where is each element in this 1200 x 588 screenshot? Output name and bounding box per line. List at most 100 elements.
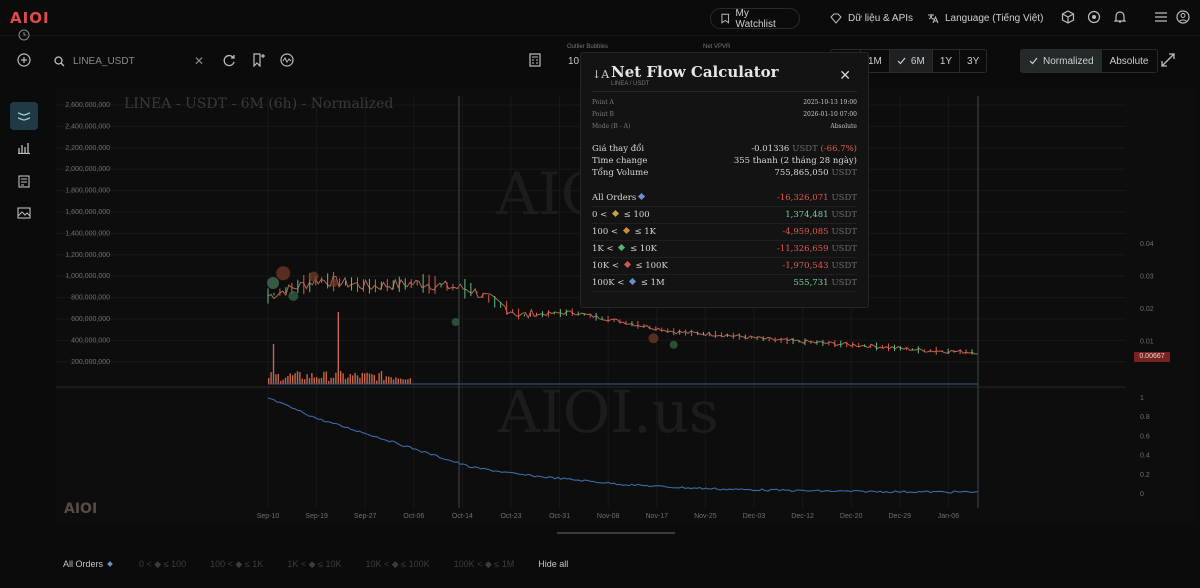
range-1m-button[interactable]: 1M [861,50,890,72]
symbol-search[interactable]: LINEA_USDT [54,50,214,72]
lower-axis-tick: 0.2 [1140,472,1150,479]
notes-icon [18,174,30,188]
left-axis-tick: 1,000,000,000 [65,273,110,280]
volume-bar [378,373,380,384]
legend-all-orders-label: All Orders [63,559,104,569]
flow-bubble [451,318,460,326]
volume-bar [316,377,318,384]
volume-bar [304,379,306,384]
right-axis-tick: 0.01 [1140,339,1154,346]
my-watchlist-button[interactable]: My Watchlist [710,8,800,30]
point-b-row: Point B 2026-01-10 07:00 [592,111,857,118]
volume-bar [347,377,349,384]
notes-tool[interactable] [10,167,38,195]
volume-bar [349,373,351,384]
language-button[interactable]: Language (Tiếng Việt) [927,8,1043,29]
bookmark-icon [721,13,730,24]
volume-bar [292,375,294,384]
order-size-legend: All Orders 0 < ◆ ≤ 100 100 < ◆ ≤ 1K 1K <… [48,555,1200,573]
volume-bar [301,378,303,384]
point-a-label: Point A [592,99,614,106]
close-icon[interactable]: ✕ [194,54,205,68]
chart-scrollbar[interactable] [557,532,675,534]
volume-bar [268,377,270,384]
history-icon[interactable] [17,28,31,42]
landscape-tool[interactable] [10,199,38,227]
translate-icon [928,14,939,24]
volume-value: 755,865,050 [774,168,829,178]
mode-value: Absolute [830,123,857,130]
menu-icon[interactable] [1154,10,1168,24]
bookmark-add-icon[interactable] [251,53,265,67]
legend-all-orders[interactable]: All Orders [63,559,115,569]
left-axis-tick: 600,000,000 [71,316,110,323]
account-icon[interactable] [1176,10,1190,24]
theme-icon[interactable] [1087,10,1101,24]
volume-bar [380,371,383,384]
range-3y-button[interactable]: 3Y [967,55,980,67]
refresh-icon[interactable] [222,53,236,67]
x-axis-tick: Nov-08 [597,513,620,520]
sort-arrows-icon: ↓A [592,68,610,81]
check-icon [897,57,906,65]
hide-all-button[interactable]: Hide all [538,559,569,569]
flow-bubble [329,279,338,287]
legend-100k-1m[interactable]: 100K < ◆ ≤ 1M [453,558,515,569]
x-axis-tick: Nov-25 [694,513,717,520]
calculator-icon[interactable] [528,53,542,67]
volume-bar [272,344,275,384]
order-row-value: -4,959,085 USDT [782,227,857,237]
volume-bar [313,377,315,384]
data-apis-button[interactable]: Dữ liệu & APIs [830,8,913,29]
point-a-row: Point A 2025-10-13 19:00 [592,99,857,106]
volume-bar [361,372,363,384]
wave-icon [17,112,31,121]
volume-bar [397,378,399,384]
lower-axis-tick: 1 [1140,395,1144,402]
legend-1k-10k[interactable]: 1K < ◆ ≤ 10K [287,558,342,569]
cube-icon[interactable] [1061,10,1075,24]
outlier-bubbles-input[interactable]: 10 [568,56,580,67]
range-1y-button[interactable]: 1Y [933,50,961,72]
lower-axis-tick: 0.8 [1140,414,1150,421]
price-change-unit: USDT [792,144,818,154]
expand-icon[interactable] [1160,52,1176,68]
normalized-button[interactable]: Normalized [1021,50,1102,72]
bell-icon[interactable] [1113,10,1127,24]
chart-logo: AIOI [64,501,98,517]
lower-axis-tick: 0 [1140,491,1144,498]
volume-bar [373,375,375,384]
scale-mode-group: Normalized Absolute [1020,49,1158,73]
time-change-label: Time change [592,156,648,166]
app-logo[interactable]: AIOI [10,9,50,27]
close-icon[interactable]: ✕ [839,67,851,83]
diamond-icon [611,209,619,218]
flow-bubble [669,340,678,349]
left-axis-tick: 1,200,000,000 [65,252,110,259]
legend-0-100[interactable]: 0 < ◆ ≤ 100 [139,558,187,569]
data-apis-label: Dữ liệu & APIs [848,13,914,24]
flow-chart-tool[interactable] [10,102,38,130]
x-axis-tick: Sep-10 [257,513,280,520]
volume-bar [359,378,361,384]
language-label: Language (Tiếng Việt) [945,13,1044,24]
top-bar: AIOI My Watchlist Dữ liệu & APIs Languag… [0,0,1200,36]
price-change-pct: (-66.7%) [820,144,857,154]
absolute-button[interactable]: Absolute [1109,55,1149,67]
order-row: 100K < ≤ 1M 555,731 USDT [592,277,857,292]
volume-bar [342,373,344,384]
search-input[interactable]: LINEA_USDT [73,55,135,67]
volume-bar [328,380,330,384]
volume-bar [409,378,411,384]
legend-10k-100k[interactable]: 10K < ◆ ≤ 100K [365,558,430,569]
indicator-icon[interactable] [280,53,294,67]
legend-100-1k[interactable]: 100 < ◆ ≤ 1K [210,558,264,569]
outlier-bubbles-label: Outlier Bubbles [567,44,609,50]
flow-bubble [288,291,299,301]
bar-chart-tool[interactable] [10,134,38,162]
add-icon[interactable] [10,46,38,74]
price-series-line [267,276,979,355]
diamond-icon [830,13,842,24]
range-6m-button[interactable]: 6M [889,50,933,72]
diamond-icon [618,243,626,252]
